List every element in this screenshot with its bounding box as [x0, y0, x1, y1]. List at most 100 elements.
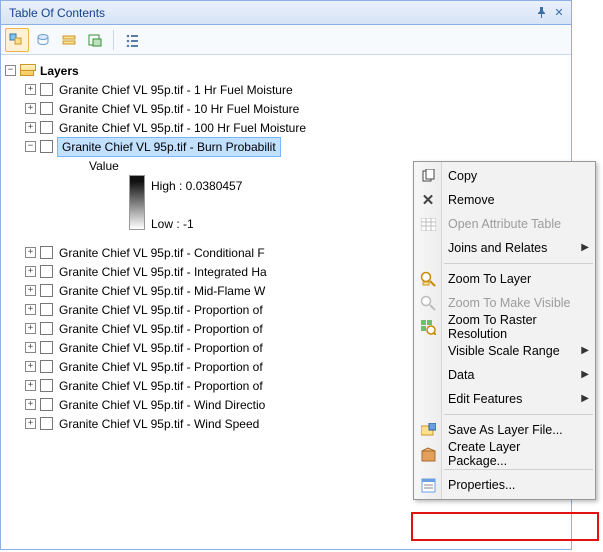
- layer-label: Granite Chief VL 95p.tif - Integrated Ha: [57, 263, 269, 281]
- expand-icon[interactable]: +: [25, 399, 36, 410]
- visibility-checkbox[interactable]: [40, 265, 53, 278]
- layer-label: Granite Chief VL 95p.tif - Wind Directio: [57, 396, 267, 414]
- menu-item-label: Copy: [448, 169, 477, 183]
- layer-context-menu: Copy ✕ Remove Open Attribute Table Joins and…: [413, 161, 596, 500]
- remove-icon: ✕: [419, 191, 437, 209]
- menu-item-label: Data: [448, 368, 474, 382]
- menu-item-label: Edit Features: [448, 392, 522, 406]
- layer-row[interactable]: +Granite Chief VL 95p.tif - 100 Hr Fuel …: [5, 118, 567, 137]
- layer-label: Granite Chief VL 95p.tif - Proportion of: [57, 339, 265, 357]
- blank-icon: [419, 239, 437, 257]
- panel-title-bar: Table Of Contents ✕: [1, 1, 571, 25]
- save-icon: [419, 421, 437, 439]
- toc-toolbar: [1, 25, 571, 55]
- layer-label: Granite Chief VL 95p.tif - Proportion of: [57, 301, 265, 319]
- layer-row[interactable]: + Granite Chief VL 95p.tif - 10 Hr Fuel M…: [5, 99, 567, 118]
- menu-item-remove[interactable]: ✕ Remove: [414, 188, 595, 212]
- menu-item-visible-scale-range[interactable]: Visible Scale Range▶: [414, 339, 595, 363]
- blank-icon: [419, 390, 437, 408]
- visibility-checkbox[interactable]: [40, 322, 53, 335]
- panel-title: Table Of Contents: [5, 6, 531, 20]
- layer-label: Granite Chief VL 95p.tif - 1 Hr Fuel Moi…: [57, 81, 295, 99]
- expand-icon[interactable]: +: [25, 247, 36, 258]
- collapse-icon[interactable]: −: [25, 141, 36, 152]
- expand-icon[interactable]: +: [25, 266, 36, 277]
- list-by-drawing-order-button[interactable]: [5, 28, 29, 52]
- menu-item-label: Zoom To Make Visible: [448, 296, 571, 310]
- layer-label: Granite Chief VL 95p.tif - 10 Hr Fuel Mo…: [57, 100, 301, 118]
- props-icon: [419, 476, 437, 494]
- expand-icon[interactable]: +: [25, 418, 36, 429]
- layer-row[interactable]: −Granite Chief VL 95p.tif - Burn Probabi…: [5, 137, 567, 156]
- expand-icon[interactable]: +: [25, 103, 36, 114]
- menu-item-properties[interactable]: Properties...: [414, 473, 595, 497]
- visibility-checkbox[interactable]: [40, 303, 53, 316]
- menu-item-label: Remove: [448, 193, 495, 207]
- package-icon: [419, 445, 437, 463]
- menu-item-open-attribute-table: Open Attribute Table: [414, 212, 595, 236]
- submenu-arrow-icon: ▶: [581, 393, 589, 404]
- layer-row[interactable]: + Granite Chief VL 95p.tif - 1 Hr Fuel Mo…: [5, 80, 567, 99]
- visibility-checkbox[interactable]: [40, 284, 53, 297]
- zoomvis-icon: [419, 294, 437, 312]
- close-icon[interactable]: ✕: [551, 5, 567, 21]
- submenu-arrow-icon: ▶: [581, 242, 589, 253]
- expand-icon[interactable]: +: [25, 84, 36, 95]
- expand-icon[interactable]: +: [25, 361, 36, 372]
- gradient-swatch: [129, 175, 145, 230]
- menu-item-create-layer-package[interactable]: Create Layer Package...: [414, 442, 595, 466]
- list-by-source-button[interactable]: [31, 28, 55, 52]
- menu-item-data[interactable]: Data▶: [414, 363, 595, 387]
- menu-item-label: Zoom To Layer: [448, 272, 531, 286]
- expand-icon[interactable]: +: [25, 380, 36, 391]
- expand-icon[interactable]: +: [25, 304, 36, 315]
- tree-root[interactable]: − Layers: [5, 61, 567, 80]
- visibility-checkbox[interactable]: [40, 121, 53, 134]
- visibility-checkbox[interactable]: [40, 417, 53, 430]
- zoom-icon: [419, 270, 437, 288]
- toolbar-separator: [113, 30, 114, 50]
- zoomras-icon: [419, 318, 437, 336]
- layer-label: Granite Chief VL 95p.tif - Mid-Flame W: [57, 282, 267, 300]
- menu-item-zoom-to-raster-resolution[interactable]: Zoom To Raster Resolution: [414, 315, 595, 339]
- layer-label: Granite Chief VL 95p.tif - Proportion of: [57, 358, 265, 376]
- menu-separator: [444, 414, 593, 415]
- menu-item-zoom-to-layer[interactable]: Zoom To Layer: [414, 267, 595, 291]
- visibility-checkbox[interactable]: [40, 246, 53, 259]
- visibility-checkbox[interactable]: [40, 102, 53, 115]
- visibility-checkbox[interactable]: [40, 140, 53, 153]
- layers-icon: [20, 66, 34, 76]
- menu-item-joins-and-relates[interactable]: Joins and Relates ▶: [414, 236, 595, 260]
- visibility-checkbox[interactable]: [40, 398, 53, 411]
- collapse-icon[interactable]: −: [5, 65, 16, 76]
- menu-item-zoom-to-make-visible: Zoom To Make Visible: [414, 291, 595, 315]
- menu-item-label: Properties...: [448, 478, 515, 492]
- menu-item-label: Open Attribute Table: [448, 217, 561, 231]
- menu-item-copy[interactable]: Copy: [414, 164, 595, 188]
- menu-item-label: Save As Layer File...: [448, 423, 563, 437]
- visibility-checkbox[interactable]: [40, 379, 53, 392]
- layer-label: Granite Chief VL 95p.tif - Conditional F: [57, 244, 267, 262]
- expand-icon[interactable]: +: [25, 122, 36, 133]
- layer-label: Granite Chief VL 95p.tif - Wind Speed: [57, 415, 261, 433]
- menu-item-label: Zoom To Raster Resolution: [448, 313, 581, 341]
- layer-label: Granite Chief VL 95p.tif - Proportion of: [57, 320, 265, 338]
- pin-icon[interactable]: [533, 5, 549, 21]
- menu-separator: [444, 469, 593, 470]
- menu-item-label: Joins and Relates: [448, 241, 547, 255]
- expand-icon[interactable]: +: [25, 323, 36, 334]
- blank-icon: [419, 342, 437, 360]
- visibility-checkbox[interactable]: [40, 360, 53, 373]
- visibility-checkbox[interactable]: [40, 83, 53, 96]
- list-by-visibility-button[interactable]: [57, 28, 81, 52]
- root-label: Layers: [38, 62, 81, 80]
- copy-icon: [419, 167, 437, 185]
- menu-item-edit-features[interactable]: Edit Features ▶: [414, 387, 595, 411]
- expand-icon[interactable]: +: [25, 285, 36, 296]
- menu-separator: [444, 263, 593, 264]
- menu-item-save-as-layer-file[interactable]: Save As Layer File...: [414, 418, 595, 442]
- visibility-checkbox[interactable]: [40, 341, 53, 354]
- list-by-selection-button[interactable]: [83, 28, 107, 52]
- options-button[interactable]: [120, 28, 144, 52]
- expand-icon[interactable]: +: [25, 342, 36, 353]
